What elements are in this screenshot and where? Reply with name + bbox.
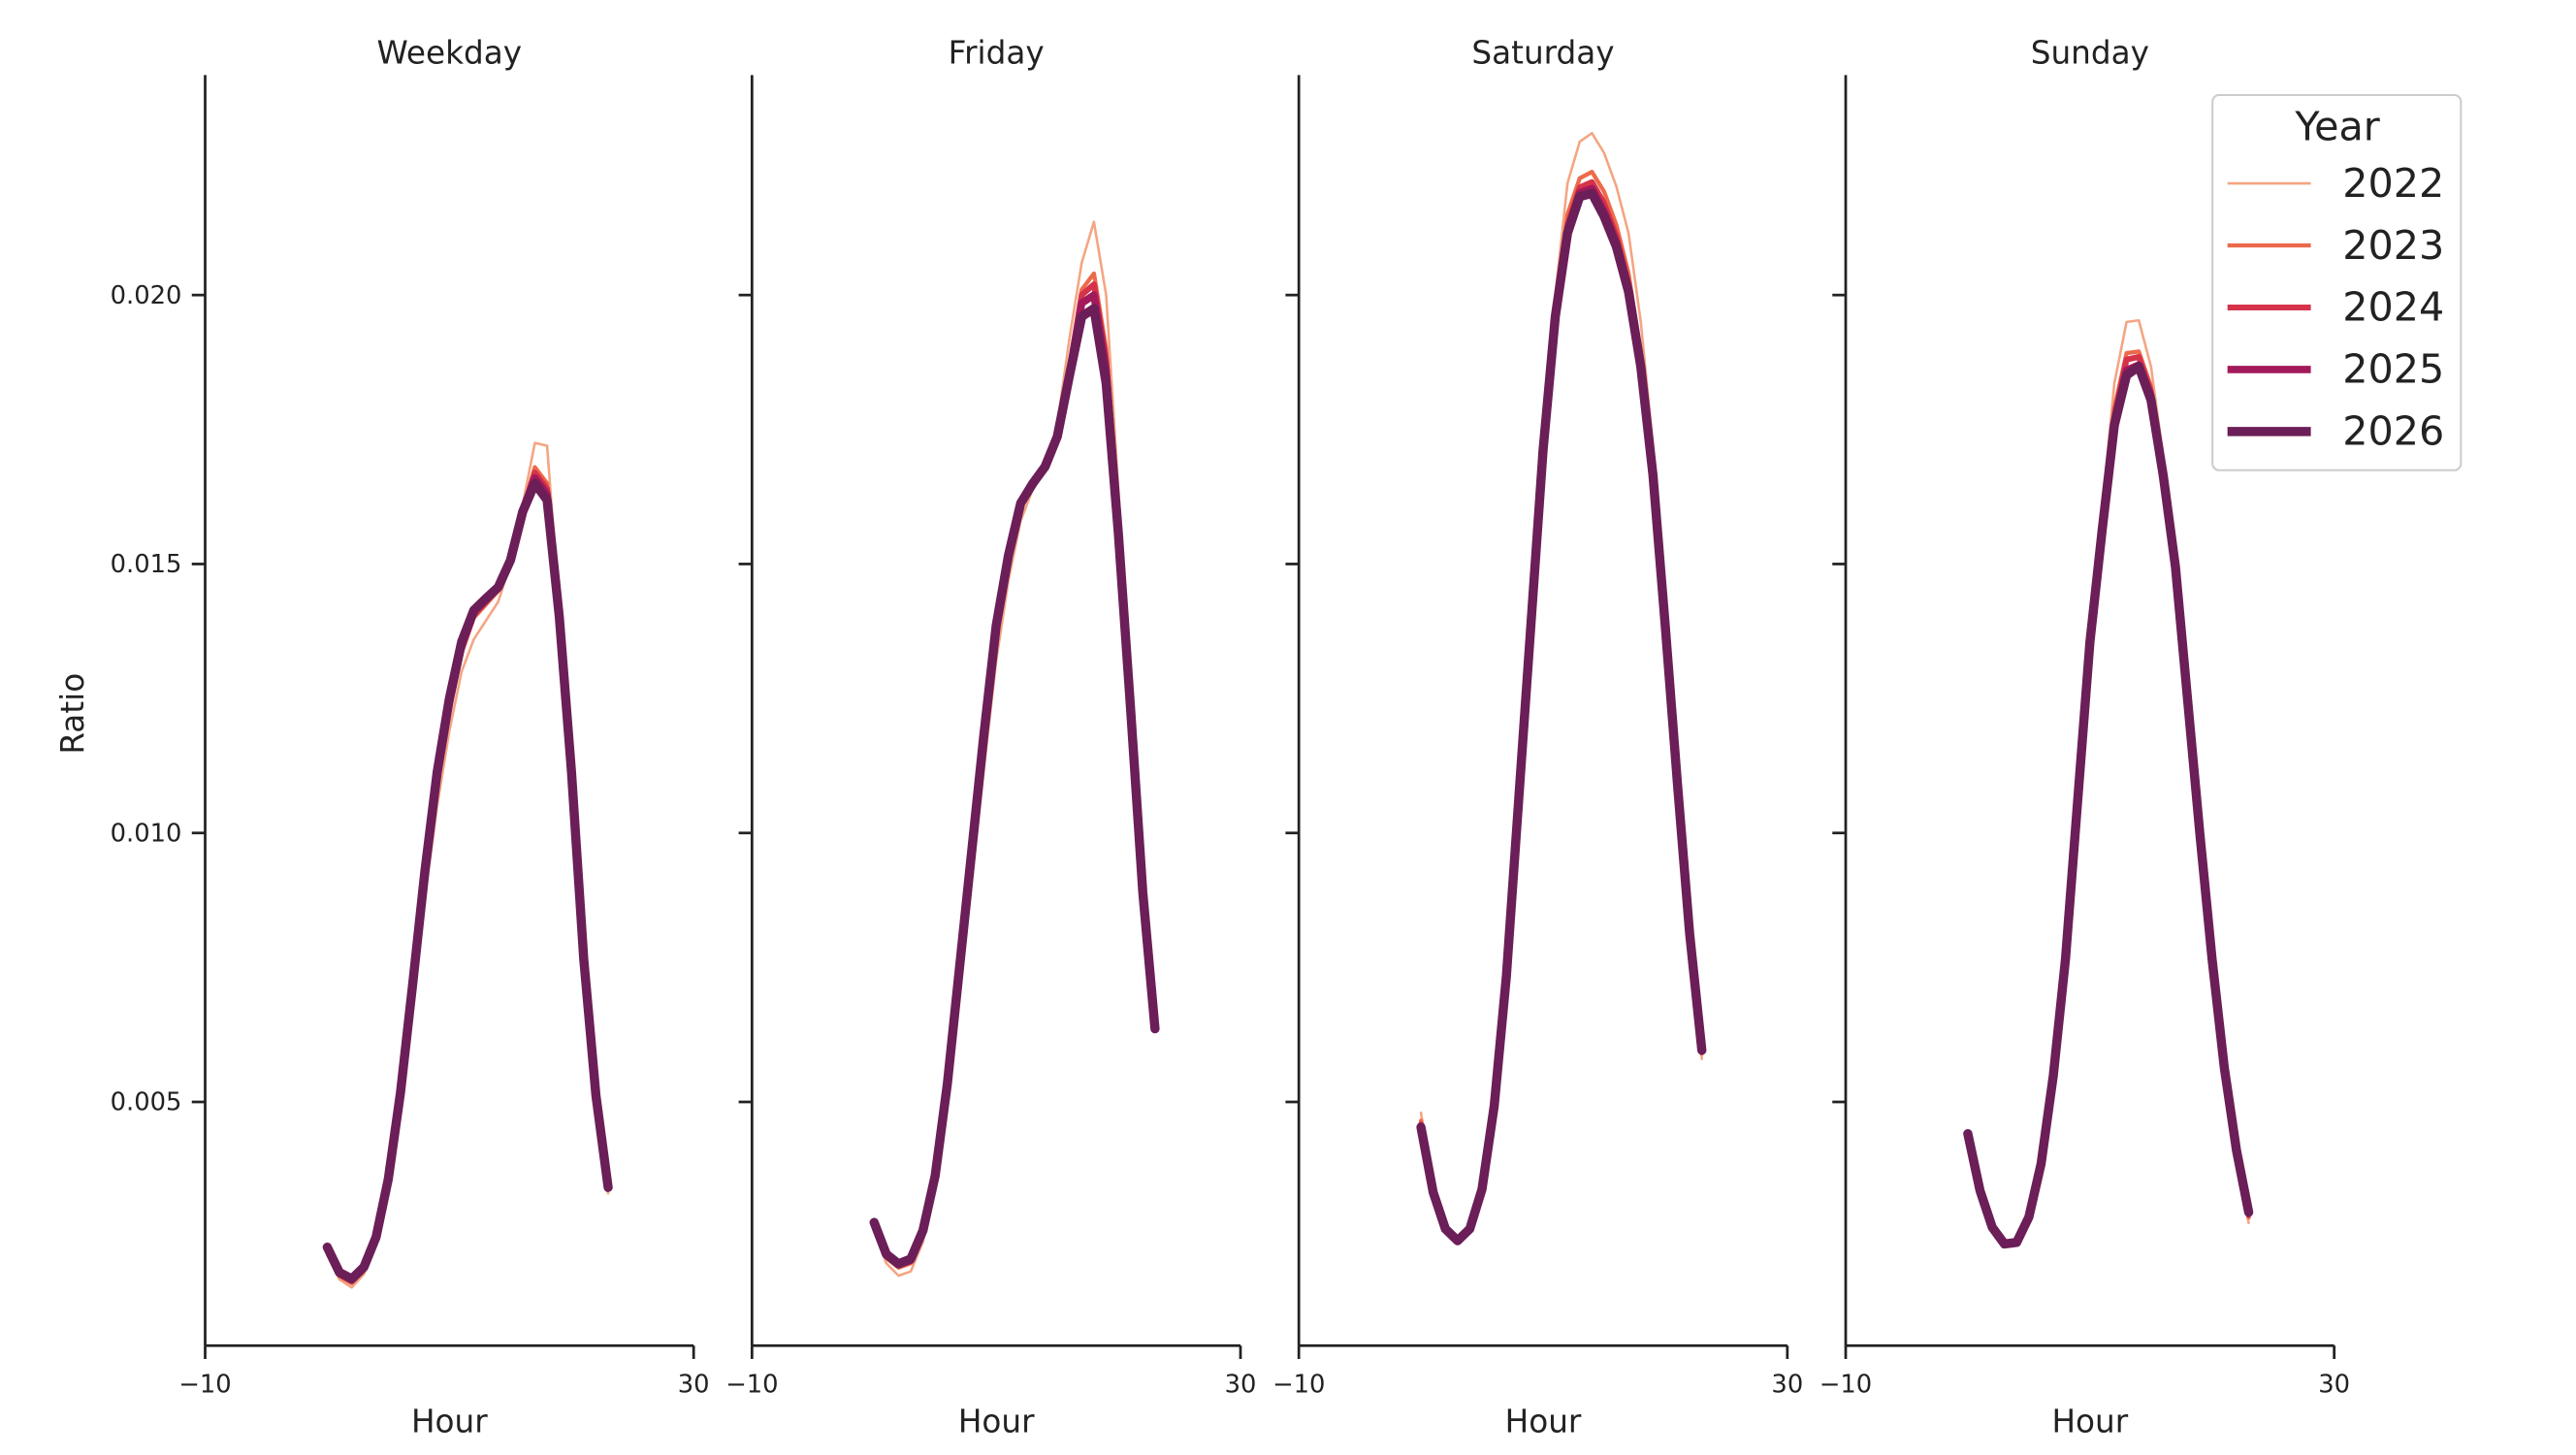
- legend: Year 2022 2023 2024 2025 2026: [2211, 93, 2463, 471]
- y-tick-label: 0.020: [111, 281, 182, 310]
- legend-box: [2211, 93, 2463, 471]
- y-tick-label: 0.005: [111, 1088, 182, 1117]
- x-tick-label: 30: [2318, 1370, 2350, 1399]
- panel: Weekday −10 30 Hour 0.005 0.010 0.015 0.020 Rati…: [54, 34, 710, 1439]
- panel-title: Sunday: [2031, 34, 2149, 71]
- x-axis-label: Hour: [1505, 1404, 1582, 1440]
- x-tick-label: −10: [178, 1370, 231, 1399]
- x-tick-label: −10: [725, 1370, 778, 1399]
- x-tick-label: 30: [1771, 1370, 1803, 1399]
- x-tick-label: −10: [1819, 1370, 1872, 1399]
- panel: Saturday −10 30 Hour: [1272, 34, 1803, 1439]
- series-line: [869, 304, 1160, 1269]
- panel: Friday −10 30 Hour: [725, 34, 1256, 1439]
- legend-label: 2023: [2342, 222, 2444, 269]
- y-axis-label: Ratio: [54, 673, 91, 755]
- panel-title: Saturday: [1471, 34, 1614, 71]
- panel-title: Weekday: [377, 34, 523, 71]
- x-axis-label: Hour: [411, 1404, 488, 1440]
- x-tick-label: −10: [1272, 1370, 1325, 1399]
- y-tick-label: 0.015: [111, 550, 182, 579]
- x-axis-label: Hour: [2052, 1404, 2129, 1440]
- x-axis-label: Hour: [958, 1404, 1035, 1440]
- series-line: [322, 478, 613, 1284]
- series-line: [1416, 188, 1707, 1245]
- panel-title: Friday: [949, 34, 1045, 71]
- x-tick-label: 30: [1225, 1370, 1257, 1399]
- legend-label: 2025: [2342, 346, 2444, 393]
- legend-title: Year: [2294, 103, 2379, 149]
- x-tick-label: 30: [678, 1370, 710, 1399]
- legend-label: 2024: [2342, 284, 2444, 331]
- y-tick-label: 0.010: [111, 819, 182, 848]
- legend-label: 2026: [2342, 408, 2444, 455]
- series-line: [1963, 362, 2254, 1249]
- legend-label: 2022: [2342, 160, 2444, 207]
- panel: Sunday −10 30 Hour: [1819, 34, 2350, 1439]
